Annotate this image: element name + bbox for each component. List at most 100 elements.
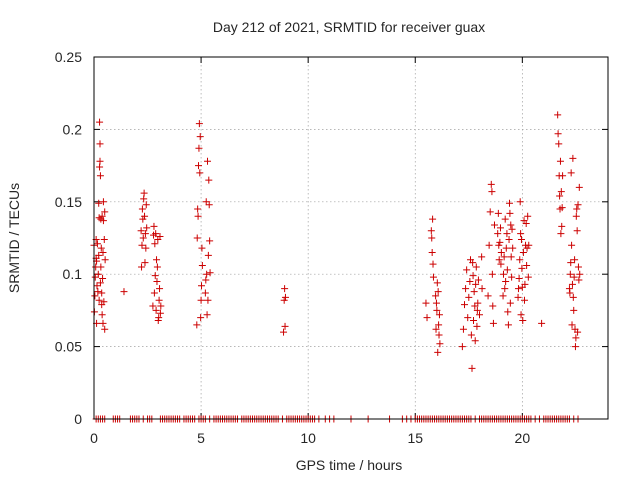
data-point <box>99 217 107 225</box>
data-point <box>557 230 565 238</box>
data-point <box>204 251 212 259</box>
data-point <box>152 230 160 238</box>
data-point <box>197 314 205 322</box>
data-point <box>468 364 476 372</box>
chart-title: Day 212 of 2021, SRMTID for receiver gua… <box>213 19 485 35</box>
data-point <box>554 130 562 138</box>
data-point <box>503 230 511 238</box>
data-point <box>568 280 576 288</box>
x-axis-label: GPS time / hours <box>296 457 403 473</box>
data-point <box>195 144 203 152</box>
data-point <box>98 311 106 319</box>
data-point <box>472 263 480 271</box>
data-point <box>494 209 502 217</box>
x-tick-label: 5 <box>197 430 205 446</box>
x-tick-label: 15 <box>407 430 423 446</box>
y-tick-label: 0.25 <box>55 49 82 65</box>
data-point <box>436 340 444 348</box>
data-point <box>433 279 441 287</box>
data-point <box>101 256 109 264</box>
data-point <box>558 222 566 230</box>
data-point <box>150 222 158 230</box>
data-point <box>568 241 576 249</box>
data-point <box>566 289 574 297</box>
data-point <box>97 244 105 252</box>
data-point <box>95 199 103 207</box>
data-point <box>566 270 574 278</box>
data-point <box>422 299 430 307</box>
data-point <box>156 233 164 241</box>
data-point <box>488 188 496 196</box>
data-point <box>97 263 105 271</box>
data-point <box>567 169 575 177</box>
data-point <box>469 259 477 267</box>
data-point <box>519 248 527 256</box>
data-point <box>98 289 106 297</box>
data-point <box>99 319 107 327</box>
data-point <box>574 263 582 271</box>
axis-ticks: 0 0.05 0.1 0.15 0.2 0.25 0 5 10 15 20 <box>55 49 608 446</box>
data-point <box>499 292 507 300</box>
data-point <box>467 331 475 339</box>
data-point <box>198 262 206 270</box>
data-point <box>138 263 146 271</box>
data-point <box>495 241 503 249</box>
data-point <box>203 270 211 278</box>
data-point <box>476 311 483 319</box>
data-point <box>281 285 289 293</box>
data-point <box>489 319 497 327</box>
data-point <box>204 296 212 304</box>
data-point <box>501 285 509 293</box>
data-point <box>155 314 163 322</box>
data-point <box>206 237 214 245</box>
data-point <box>142 201 150 209</box>
data-point <box>151 272 159 280</box>
data-point <box>280 328 288 336</box>
data-point <box>507 221 515 229</box>
data-point <box>464 314 472 322</box>
data-point <box>488 270 496 278</box>
data-point <box>91 273 99 281</box>
data-point <box>193 234 201 242</box>
data-point <box>197 296 205 304</box>
data-point <box>155 296 163 304</box>
data-point <box>506 299 514 307</box>
data-point <box>572 334 580 342</box>
data-point <box>495 256 503 264</box>
data-point <box>556 192 564 200</box>
data-point <box>559 172 567 180</box>
data-point <box>432 299 440 307</box>
data-point <box>470 288 478 296</box>
data-point <box>194 205 202 213</box>
data-point <box>517 311 525 319</box>
data-point <box>151 240 159 248</box>
data-point <box>95 214 103 222</box>
data-point <box>432 325 440 333</box>
data-point <box>469 272 477 280</box>
data-point <box>434 288 442 296</box>
data-point <box>138 205 146 213</box>
data-point <box>523 244 531 252</box>
data-point <box>143 224 151 232</box>
data-point <box>205 176 213 184</box>
data-point <box>508 273 516 281</box>
data-point <box>572 212 580 220</box>
data-point <box>517 235 525 243</box>
data-point <box>463 266 471 274</box>
data-point <box>514 293 522 301</box>
data-point <box>470 317 478 325</box>
data-point <box>517 230 525 238</box>
data-point <box>427 227 435 235</box>
data-point <box>280 296 288 304</box>
x-tick-label: 10 <box>300 430 316 446</box>
data-point <box>458 343 466 351</box>
data-point <box>95 251 103 259</box>
data-point <box>524 273 532 281</box>
data-point <box>502 244 510 252</box>
data-point <box>142 244 150 252</box>
data-point <box>538 319 546 327</box>
data-point <box>196 169 204 177</box>
data-point <box>571 256 579 264</box>
data-point <box>152 306 160 314</box>
